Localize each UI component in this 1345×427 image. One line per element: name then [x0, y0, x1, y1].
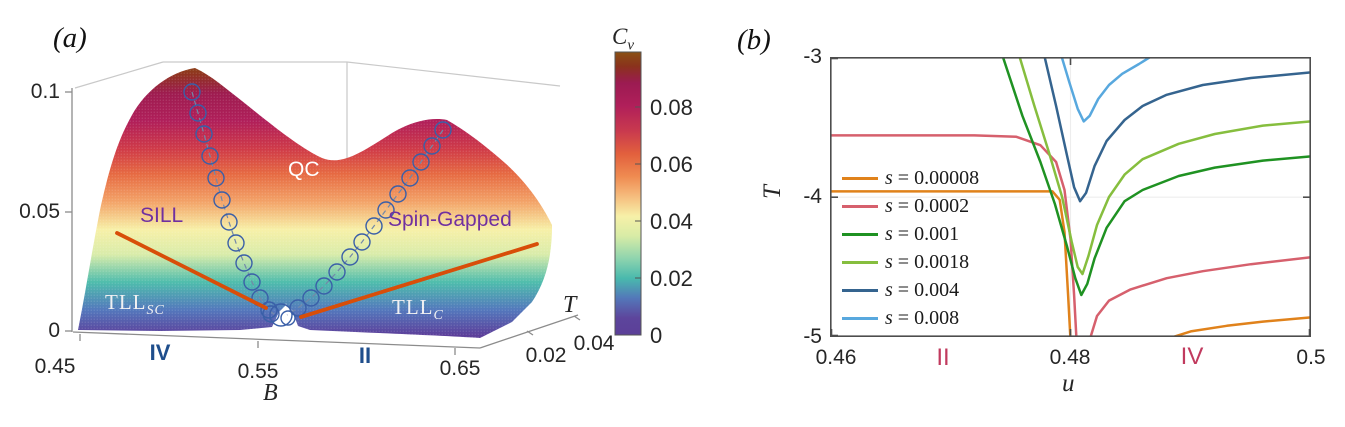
a-z-tick-0.05: 0.05	[19, 200, 60, 223]
legend-row: s = 0.008	[842, 304, 979, 332]
a-t-tick-0.02: 0.02	[525, 344, 567, 367]
region-label-qc: QC	[288, 158, 320, 181]
legend-label: s = 0.008	[885, 306, 960, 329]
legend-line-swatch	[842, 176, 878, 180]
panel-b-line-plot	[830, 57, 1311, 337]
legend-line-swatch	[842, 204, 878, 208]
b-phase-label-ii: II	[936, 344, 950, 371]
colorbar	[614, 51, 642, 336]
cb-tick-0.02: 0.02	[650, 266, 693, 291]
legend-line-swatch	[842, 232, 878, 236]
cb-tick-0.06: 0.06	[650, 152, 693, 177]
b-x-tick-0.48: 0.48	[1049, 346, 1091, 369]
legend-row: s = 0.0018	[842, 248, 979, 276]
cb-tick-0.08: 0.08	[650, 95, 693, 120]
plot-frame	[830, 57, 1311, 337]
circle-marker-chain-right	[289, 121, 452, 317]
crossover-lines	[115, 231, 539, 319]
a-phase-label-ii: II	[358, 343, 372, 368]
a-z-tick-0: 0	[48, 319, 60, 342]
curve-0.00008	[1168, 316, 1311, 337]
colorbar-title-main: C	[612, 24, 628, 49]
region-label-sill: SILL	[140, 204, 184, 227]
b-x-tick-0.46: 0.46	[815, 346, 857, 369]
curve-0.0002	[830, 134, 1078, 337]
b-y-tick--4: -4	[803, 185, 822, 208]
b-x-tick-0.5: 0.5	[1296, 346, 1326, 369]
legend-label: s = 0.00008	[885, 166, 980, 189]
phase-boundary-markers	[183, 83, 452, 327]
legend-line-swatch	[842, 288, 878, 292]
legend-label: s = 0.0002	[885, 194, 970, 217]
a-t-axis-label: T	[563, 292, 577, 318]
a-x-tick-0.65: 0.65	[439, 357, 481, 380]
legend: s = 0.00008 s = 0.0002 s = 0.001 s = 0.0…	[842, 164, 979, 332]
tll-sc-sub: SC	[146, 303, 165, 319]
legend-label: s = 0.004	[885, 278, 960, 301]
b-y-tick--3: -3	[803, 45, 822, 68]
b-y-tick--5: -5	[803, 325, 822, 348]
curve-0.0002	[1089, 255, 1311, 337]
b-y-axis-label: T	[758, 185, 786, 199]
a-phase-label-iv: IV	[149, 340, 171, 365]
legend-row: s = 0.0002	[842, 192, 979, 220]
legend-label: s = 0.0018	[885, 250, 970, 273]
cb-tick-0.04: 0.04	[650, 209, 693, 234]
panel-b-tag: (b)	[737, 24, 771, 56]
tll-c-sub: C	[433, 308, 444, 324]
curve-0.008	[1060, 57, 1153, 123]
a-t-tick-0.04: 0.04	[573, 332, 615, 355]
tll-sc-main: TLL	[105, 290, 147, 314]
tll-c-main: TLL	[392, 295, 434, 319]
colorbar-title-sub: v	[627, 37, 635, 54]
legend-row: s = 0.001	[842, 220, 979, 248]
cb-tick-0: 0	[650, 323, 663, 348]
colorbar-title: Cv	[612, 24, 634, 55]
circle-marker-junction	[262, 303, 296, 327]
legend-line-swatch	[842, 316, 878, 320]
region-label-tll-c: TLLC	[392, 295, 444, 324]
b-phase-label-iv: IV	[1180, 343, 1204, 370]
gridlines	[830, 57, 1311, 337]
axes-box-back-lines	[74, 61, 561, 160]
legend-label: s = 0.001	[885, 222, 960, 245]
panel-a-tag: (a)	[53, 22, 87, 54]
legend-line-swatch	[842, 260, 878, 264]
a-z-tick-0.1: 0.1	[30, 80, 60, 103]
curve-0.0018	[1018, 57, 1311, 276]
a-x-tick-0.55: 0.55	[237, 360, 279, 383]
curve-0.004	[1043, 57, 1311, 203]
a-x-tick-0.45: 0.45	[34, 355, 76, 378]
legend-row: s = 0.00008	[842, 164, 979, 192]
axes-front-lines	[65, 88, 581, 355]
entropy-curves	[830, 57, 1311, 337]
curve-0.001	[1001, 57, 1311, 297]
region-label-spin-gapped: Spin-Gapped	[388, 208, 512, 231]
curve-0.00008	[830, 190, 1072, 337]
circle-marker-chain-left	[183, 83, 278, 319]
b-x-axis-label: u	[1062, 370, 1075, 397]
panel-a-surface-plot	[65, 51, 642, 355]
region-label-tll-sc: TLLSC	[105, 290, 165, 319]
a-x-axis-label: B	[263, 380, 278, 406]
legend-row: s = 0.004	[842, 276, 979, 304]
